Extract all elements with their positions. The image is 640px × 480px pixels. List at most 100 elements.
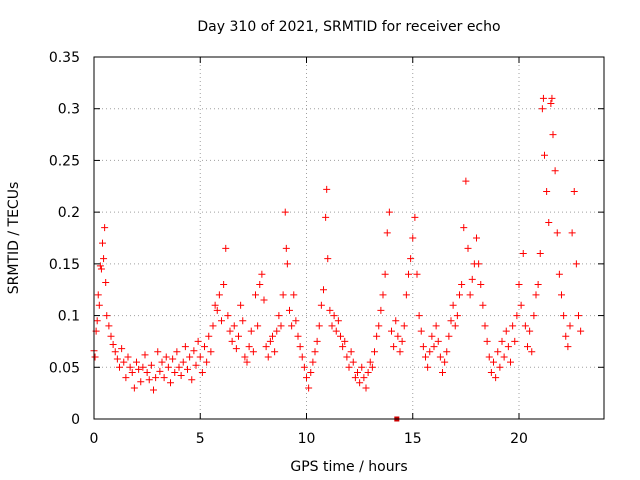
data-point [137,378,145,386]
data-point [453,312,461,320]
data-point [402,291,410,299]
data-point [502,327,510,335]
data-point [100,255,108,263]
data-point [95,301,103,309]
data-point [473,234,480,242]
data-point [190,347,198,355]
data-point [288,322,296,330]
data-point [400,322,408,330]
data-point [330,312,338,320]
data-point [311,348,319,356]
data-point [375,322,383,330]
data-point [105,322,113,330]
data-point [177,372,185,380]
data-point [500,353,508,361]
data-point [139,363,147,371]
data-point [432,322,440,330]
x-tick-label: 20 [510,431,528,447]
data-point [428,332,436,340]
data-point [507,358,514,366]
data-point [538,105,546,113]
y-tick-label: 0.1 [58,309,80,325]
data-point [562,332,570,340]
data-point [128,368,136,376]
data-point [103,312,111,320]
data-point [449,301,457,309]
data-point [307,368,315,376]
data-point [396,348,404,356]
data-point [188,376,196,384]
data-point [258,270,266,278]
data-point [313,337,321,345]
data-point [566,322,574,330]
data-point [334,317,342,325]
data-point [269,332,276,340]
data-point [133,358,140,366]
y-tick-label: 0.2 [58,205,80,221]
data-point [553,229,561,237]
data-point [239,317,247,325]
data-point [383,229,391,237]
data-point [218,317,225,325]
plot-frame [93,56,605,420]
data-point [504,343,512,351]
data-point [211,301,219,309]
data-point [532,291,540,299]
data-point [466,291,474,299]
data-point [118,345,126,353]
data-point [152,374,160,382]
data-point [445,332,453,340]
data-point [337,332,344,340]
data-point [173,348,181,356]
data-point [390,343,398,351]
data-point [224,312,232,320]
data-point [298,353,306,361]
data-point [145,376,153,384]
data-point [526,327,534,335]
data-point [252,291,259,299]
y-tick-label: 0.05 [49,360,80,376]
x-tick-label: 5 [196,431,205,447]
data-point [256,281,264,289]
data-point [305,384,313,392]
data-point [379,291,387,299]
data-point [241,353,249,361]
data-point [235,332,242,340]
data-point [460,224,468,232]
data-point [184,365,191,373]
data-point [150,386,157,394]
data-point [409,234,417,242]
data-point [388,327,395,335]
data-point [462,177,470,185]
data-point [111,348,119,356]
data-point [524,343,531,351]
data-point [575,312,582,320]
data-point [343,353,351,361]
data-point [436,353,444,361]
data-point [341,337,349,345]
data-point [147,361,155,369]
data-point [332,327,340,335]
data-point [101,224,109,232]
data-point [205,332,213,340]
data-point [323,185,331,193]
y-axis-label: SRMTID / TECUs [6,182,22,295]
data-point [232,345,240,353]
data-point [496,363,504,371]
data-point [351,374,359,382]
data-point [443,348,451,356]
data-point [422,353,429,361]
data-point [93,317,101,325]
data-point [541,151,548,159]
data-point [551,167,559,175]
data-point [160,374,168,382]
data-point [498,337,506,345]
data-point [517,301,525,309]
data-point [511,337,519,345]
data-point [324,255,332,263]
data-point [300,363,308,371]
data-point [230,322,238,330]
data-point [203,358,211,366]
